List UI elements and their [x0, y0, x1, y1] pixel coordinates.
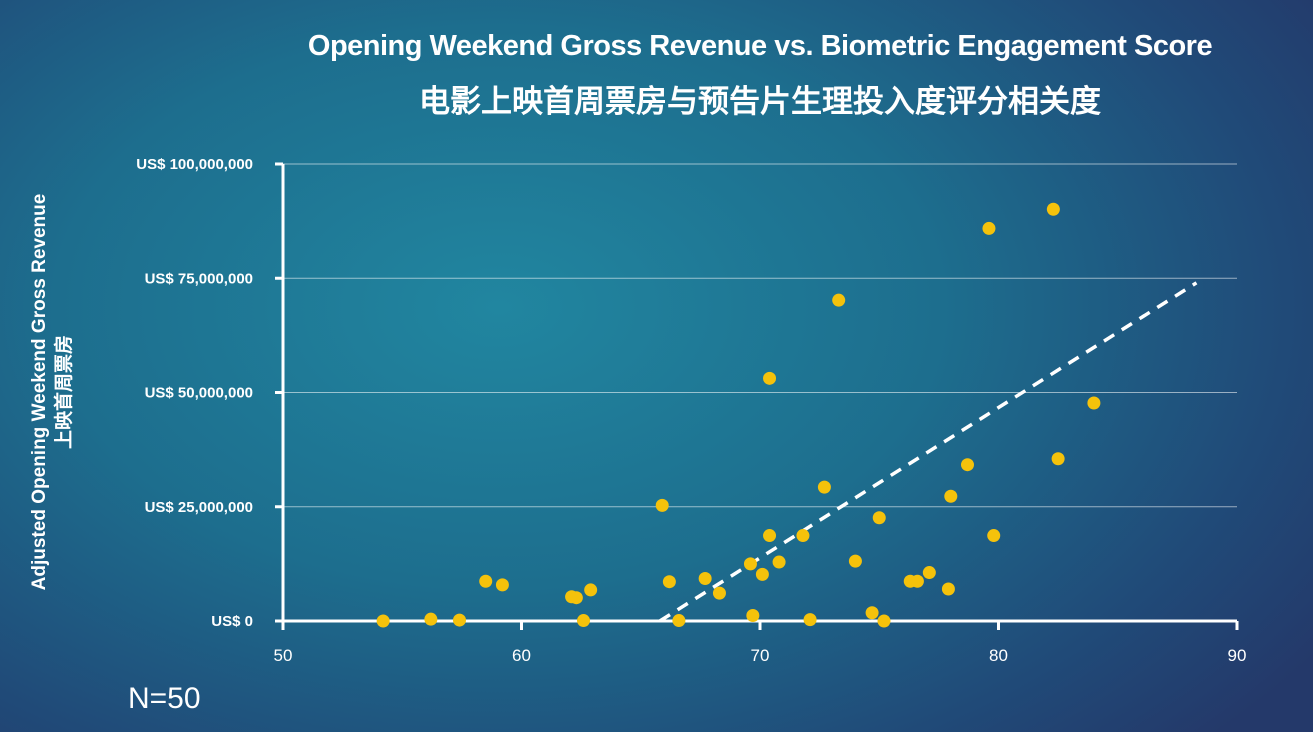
scatter-point — [865, 606, 879, 620]
scatter-point — [941, 582, 955, 596]
x-tick-label: 60 — [512, 646, 531, 665]
scatter-point — [982, 221, 996, 235]
scatter-point — [655, 498, 669, 512]
scatter-point — [662, 575, 676, 589]
scatter-point — [960, 458, 974, 472]
scatter-point — [755, 567, 769, 581]
scatter-point — [569, 591, 583, 605]
scatter-point — [848, 554, 862, 568]
chart-title: Opening Weekend Gross Revenue vs. Biomet… — [307, 30, 1213, 62]
scatter-point — [495, 578, 509, 592]
scatter-point — [1051, 452, 1065, 466]
scatter-point — [577, 614, 591, 628]
scatter-point — [763, 371, 777, 385]
scatter-point — [712, 586, 726, 600]
scatter-point — [872, 511, 886, 525]
scatter-point — [479, 574, 493, 588]
scatter-point — [1087, 396, 1101, 410]
scatter-point — [376, 614, 390, 628]
scatter-point — [672, 614, 686, 628]
grid-lines — [283, 163, 1237, 508]
scatter-point — [987, 529, 1001, 543]
x-tick-label: 80 — [989, 646, 1008, 665]
scatter-point — [1046, 202, 1060, 216]
y-tick-label: US$ 50,000,000 — [145, 385, 253, 402]
scatter-point — [746, 609, 760, 623]
scatter-point — [452, 613, 466, 627]
scatter-point — [424, 612, 438, 626]
scatter-point — [698, 571, 712, 585]
scatter-point — [584, 583, 598, 597]
axes — [275, 162, 1239, 630]
scatter-point — [877, 614, 891, 628]
scatter-point — [832, 293, 846, 307]
scatter-point — [743, 557, 757, 571]
x-tick-labels: 50 60 70 80 90 — [274, 646, 1247, 665]
scatter-point — [763, 529, 777, 543]
y-tick-labels: US$ 0 US$ 25,000,000 US$ 50,000,000 US$ 75,… — [136, 156, 253, 630]
scatter-point — [772, 555, 786, 569]
scatter-point — [803, 613, 817, 627]
y-tick-label: US$ 100,000,000 — [136, 156, 253, 173]
chart-subtitle: 电影上映首周票房与预告片生理投入度评分相关度 — [419, 84, 1101, 120]
y-tick-label: US$ 0 — [211, 613, 253, 630]
scatter-point — [817, 480, 831, 494]
x-tick-label: 70 — [751, 646, 770, 665]
x-tick-label: 90 — [1228, 646, 1247, 665]
sample-size-annotation: N=50 — [128, 682, 201, 715]
scatter-point — [910, 574, 924, 588]
x-tick-label: 50 — [274, 646, 293, 665]
y-tick-label: US$ 25,000,000 — [145, 499, 253, 516]
scatter-point — [796, 529, 810, 543]
data-points — [376, 202, 1101, 628]
y-tick-label: US$ 75,000,000 — [145, 270, 253, 287]
scatter-point — [922, 566, 936, 580]
scatter-point — [944, 489, 958, 503]
